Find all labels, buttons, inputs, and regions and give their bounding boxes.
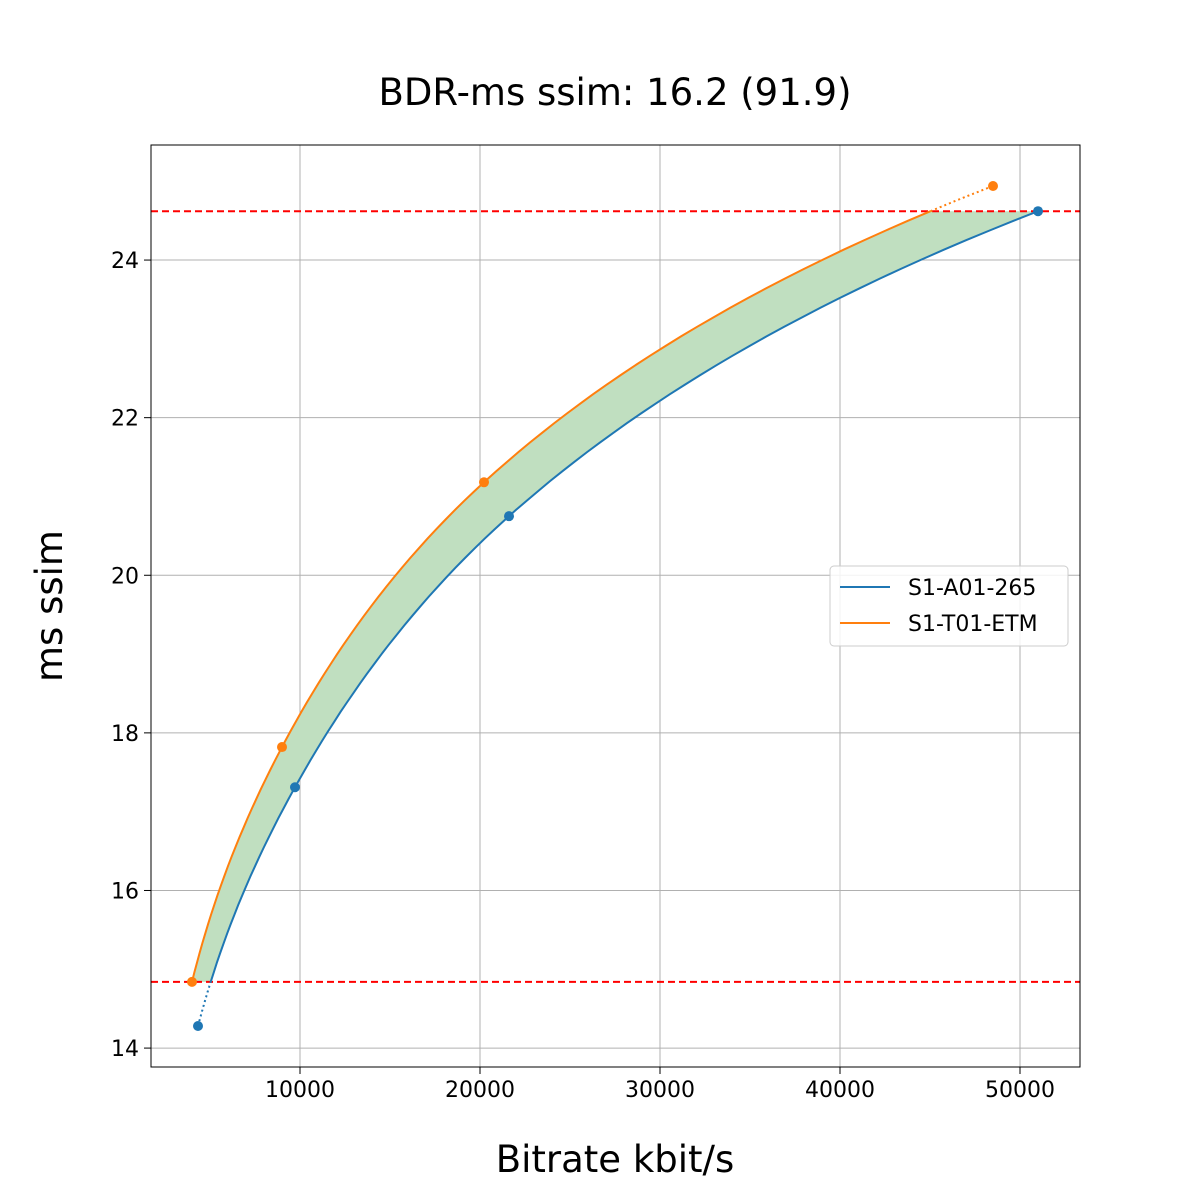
y-ticks: 14 16 18 20 22 24 xyxy=(111,249,151,1062)
chart-title: BDR-ms ssim: 16.2 (91.9) xyxy=(378,71,851,114)
legend: S1-A01-265 S1-T01-ETM xyxy=(829,565,1069,647)
data-point xyxy=(277,742,288,753)
data-point xyxy=(290,782,301,793)
x-tick-label: 10000 xyxy=(265,1078,335,1103)
series-lines xyxy=(191,185,1039,1027)
data-point xyxy=(988,180,999,191)
data-point xyxy=(192,1021,203,1032)
x-axis-label: Bitrate kbit/s xyxy=(496,1138,735,1181)
series-extrapolated-line xyxy=(197,981,212,1027)
y-tick-label: 20 xyxy=(111,564,139,589)
y-tick-label: 16 xyxy=(111,879,139,904)
y-tick-label: 14 xyxy=(111,1037,139,1062)
x-tick-label: 50000 xyxy=(985,1078,1055,1103)
y-tick-label: 18 xyxy=(111,722,139,747)
data-point xyxy=(1033,206,1044,217)
plot-frame xyxy=(150,144,1081,1068)
x-tick-label: 20000 xyxy=(445,1078,515,1103)
data-point xyxy=(187,976,198,987)
y-tick-label: 22 xyxy=(111,407,139,432)
legend-label-0: S1-A01-265 xyxy=(908,576,1036,601)
series-extrapolated-line xyxy=(930,185,994,213)
data-point xyxy=(504,511,515,522)
data-point xyxy=(479,477,490,488)
data-points xyxy=(187,180,1044,1032)
reference-lines xyxy=(151,210,1080,983)
series-line xyxy=(191,210,931,983)
y-tick-label: 24 xyxy=(111,249,139,274)
series-line xyxy=(209,210,1039,983)
legend-label-1: S1-T01-ETM xyxy=(908,612,1038,637)
x-tick-label: 40000 xyxy=(805,1078,875,1103)
y-axis-label: ms ssim xyxy=(28,530,71,682)
x-tick-label: 30000 xyxy=(625,1078,695,1103)
x-ticks: 10000 20000 30000 40000 50000 xyxy=(265,1067,1055,1103)
